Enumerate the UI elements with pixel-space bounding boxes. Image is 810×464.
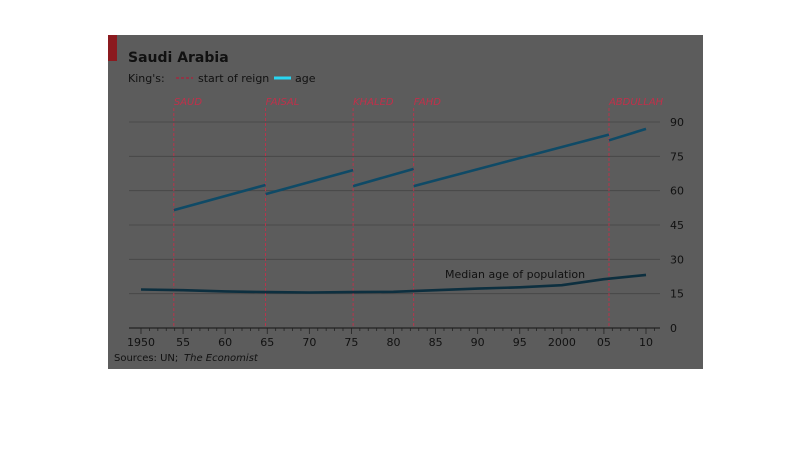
x-tick-label: 10: [639, 336, 653, 349]
y-tick-label: 60: [670, 185, 684, 198]
x-tick-label: 1950: [127, 336, 155, 349]
king-label: ABDULLAH: [608, 97, 664, 108]
source-note-prefix: Sources: UN;: [114, 353, 178, 364]
king-label: KHALED: [353, 97, 394, 108]
x-tick-label: 65: [260, 336, 274, 349]
x-tick-label: 85: [429, 336, 443, 349]
legend-label-age: age: [295, 72, 316, 85]
x-tick-label: 05: [597, 336, 611, 349]
y-grid: 0 15 30 45 60 75 90: [129, 116, 684, 335]
x-tick-label: 2000: [548, 336, 576, 349]
legend-label-reign: start of reign: [198, 72, 269, 85]
source-note-publisher: The Economist: [184, 353, 259, 364]
y-tick-label: 75: [670, 150, 684, 163]
x-ticks: 1950 55 60 65 70 75 80 85 90 95 2000 05 10: [127, 328, 655, 349]
x-tick-label: 95: [513, 336, 527, 349]
x-tick-label: 60: [218, 336, 232, 349]
king-label: SAUD: [174, 97, 203, 108]
y-tick-label: 90: [670, 116, 684, 129]
y-tick-label: 0: [670, 322, 677, 335]
age-segment: [265, 168, 354, 196]
x-tick-label: 70: [302, 336, 316, 349]
title-marker: [108, 35, 117, 61]
y-tick-label: 15: [670, 288, 684, 301]
king-label: FAISAL: [266, 97, 300, 108]
king-label: FAHD: [414, 97, 442, 108]
age-segment: [413, 133, 610, 188]
x-tick-label: 55: [176, 336, 190, 349]
x-tick-label: 75: [344, 336, 358, 349]
chart-panel: [108, 35, 703, 369]
y-tick-label: 30: [670, 253, 684, 266]
x-tick-label: 90: [471, 336, 485, 349]
age-segment: [608, 127, 647, 142]
median-age-line: [140, 273, 647, 294]
age-segment: [352, 167, 415, 188]
legend: King's: start of reign age: [128, 72, 316, 85]
reign-lines: SAUD FAISAL KHALED FAHD ABDULLAH: [173, 97, 664, 328]
age-series: Median age of population: [140, 127, 647, 294]
median-age-label: Median age of population: [445, 268, 585, 281]
y-tick-label: 45: [670, 219, 684, 232]
x-tick-label: 80: [387, 336, 401, 349]
legend-prefix: King's:: [128, 72, 165, 85]
chart-title: Saudi Arabia: [128, 50, 229, 66]
age-segment: [173, 183, 266, 212]
